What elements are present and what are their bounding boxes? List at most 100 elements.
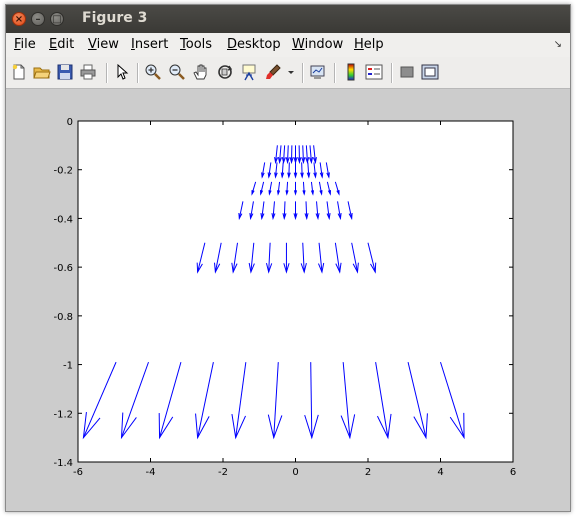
quiver-arrow — [313, 162, 317, 179]
quiver-arrow — [306, 162, 311, 179]
quiver-arrow — [318, 181, 323, 196]
minimize-window-button[interactable]: – — [31, 12, 45, 26]
quiver-arrow — [195, 362, 214, 440]
menu-help[interactable]: Help — [354, 37, 384, 52]
menu-edit[interactable]: Edit — [49, 37, 75, 52]
zoom-in-icon[interactable] — [144, 63, 162, 81]
y-tick-label: -0.2 — [53, 166, 73, 177]
quiver-arrow — [334, 181, 340, 196]
quiver-arrow — [315, 201, 320, 221]
quiver-arrow — [337, 201, 342, 221]
pan-hand-icon[interactable] — [192, 63, 210, 81]
quiver-arrow — [347, 201, 353, 221]
quiver-arrow — [271, 201, 276, 221]
quiver-arrow — [351, 242, 359, 274]
close-window-button[interactable]: × — [12, 12, 26, 26]
quiver-arrow — [231, 362, 247, 440]
x-tick-label: -6 — [73, 467, 83, 478]
zoom-out-icon[interactable] — [168, 63, 186, 81]
quiver-arrow — [304, 201, 309, 221]
maximize-window-button[interactable]: □ — [50, 12, 64, 26]
quiver-arrow — [196, 242, 206, 274]
quiver-arrow — [302, 181, 306, 196]
x-tick-label: -2 — [218, 467, 228, 478]
quiver-arrow — [260, 201, 265, 221]
quiver-arrow — [267, 162, 272, 179]
menu-desktop[interactable]: Desktop — [227, 37, 281, 52]
quiver-arrow — [120, 361, 149, 440]
quiver-arrow — [326, 201, 331, 221]
quiver-arrow — [334, 242, 342, 274]
open-file-icon[interactable] — [33, 63, 51, 81]
figure-canvas: -6 -4 -2 0 2 4 6 0 -0.2 -0.4 -0.6 -0.8 -1 -1.2 -1.4 — [6, 89, 570, 511]
quiver-arrow — [249, 201, 254, 221]
quiver-arrow — [325, 162, 330, 179]
quiver-arrow — [289, 145, 294, 165]
quiver-arrow — [305, 145, 310, 165]
quiver-arrows — [82, 145, 465, 440]
save-figure-icon[interactable] — [56, 63, 74, 81]
axis-ticks: -6 -4 -2 0 2 4 6 0 -0.2 -0.4 -0.6 -0.8 -1 -1.2 -1.4 — [53, 117, 516, 478]
quiver-arrow — [265, 242, 273, 274]
menu-insert[interactable]: Insert — [131, 37, 169, 52]
quiver-arrow — [158, 361, 182, 440]
quiver-arrow — [293, 162, 298, 179]
hide-plot-tools-icon[interactable] — [398, 63, 416, 81]
brush-dropdown-chevron-down-icon[interactable] — [286, 63, 296, 81]
y-tick-label: -1.4 — [53, 458, 73, 469]
insert-colorbar-icon[interactable] — [342, 63, 360, 81]
quiver-arrow — [297, 145, 302, 165]
quiver-arrow — [309, 145, 314, 165]
quiver-arrow — [440, 361, 465, 440]
quiver-arrow — [213, 242, 222, 274]
brush-icon[interactable] — [264, 63, 282, 81]
menu-file[interactable]: File — [14, 37, 36, 52]
quiver-arrow — [310, 181, 315, 196]
menu-overflow-arrow-icon[interactable]: ↘ — [553, 39, 562, 50]
quiver-arrow — [261, 162, 266, 179]
quiver-arrow — [301, 145, 306, 165]
new-figure-icon[interactable] — [10, 63, 28, 81]
quiver-arrow — [268, 181, 273, 196]
quiver-arrow — [280, 162, 285, 179]
quiver-arrow — [293, 201, 298, 221]
quiver-arrow — [285, 181, 289, 196]
quiver-arrow — [274, 162, 278, 179]
quiver-arrow — [317, 242, 325, 274]
y-tick-label: 0 — [67, 117, 73, 128]
quiver-arrow — [285, 145, 290, 165]
menu-tools[interactable]: Tools — [180, 37, 213, 52]
show-plot-tools-icon[interactable] — [421, 63, 439, 81]
y-tick-label: -0.8 — [53, 312, 73, 323]
x-tick-label: 0 — [292, 467, 298, 478]
quiver-arrow — [282, 201, 287, 221]
insert-legend-icon[interactable] — [365, 63, 383, 81]
quiver-plot[interactable]: -6 -4 -2 0 2 4 6 0 -0.2 -0.4 -0.6 -0.8 -1 -1.2 -1.4 — [6, 89, 570, 511]
quiver-arrow — [277, 145, 282, 165]
y-tick-label: -0.6 — [53, 263, 73, 274]
quiver-arrow — [293, 181, 298, 196]
quiver-arrow — [300, 162, 304, 179]
quiver-arrow — [259, 181, 265, 196]
quiver-arrow — [304, 362, 319, 440]
quiver-arrow — [375, 362, 392, 440]
menu-window[interactable]: Window — [292, 37, 344, 52]
quiver-arrow — [267, 362, 283, 440]
window-title: Figure 3 — [82, 10, 148, 26]
x-tick-label: -4 — [146, 467, 156, 478]
data-cursor-icon[interactable] — [240, 63, 258, 81]
link-plot-icon[interactable] — [309, 63, 327, 81]
print-figure-icon[interactable] — [79, 63, 97, 81]
quiver-arrow — [340, 362, 356, 440]
menu-view[interactable]: View — [88, 37, 119, 52]
rotate-3d-icon[interactable] — [216, 63, 234, 81]
title-bar[interactable]: × – □ Figure 3 — [6, 5, 570, 33]
y-tick-label: -0.4 — [53, 214, 73, 225]
edit-plot-arrow-icon[interactable] — [113, 63, 131, 81]
x-tick-label: 4 — [437, 467, 443, 478]
quiver-arrow — [231, 242, 238, 274]
quiver-arrow — [326, 181, 332, 196]
y-tick-label: -1 — [63, 361, 73, 372]
figure-toolbar — [6, 57, 570, 89]
menu-bar: File Edit View Insert Tools Desktop Wind… — [6, 33, 570, 57]
